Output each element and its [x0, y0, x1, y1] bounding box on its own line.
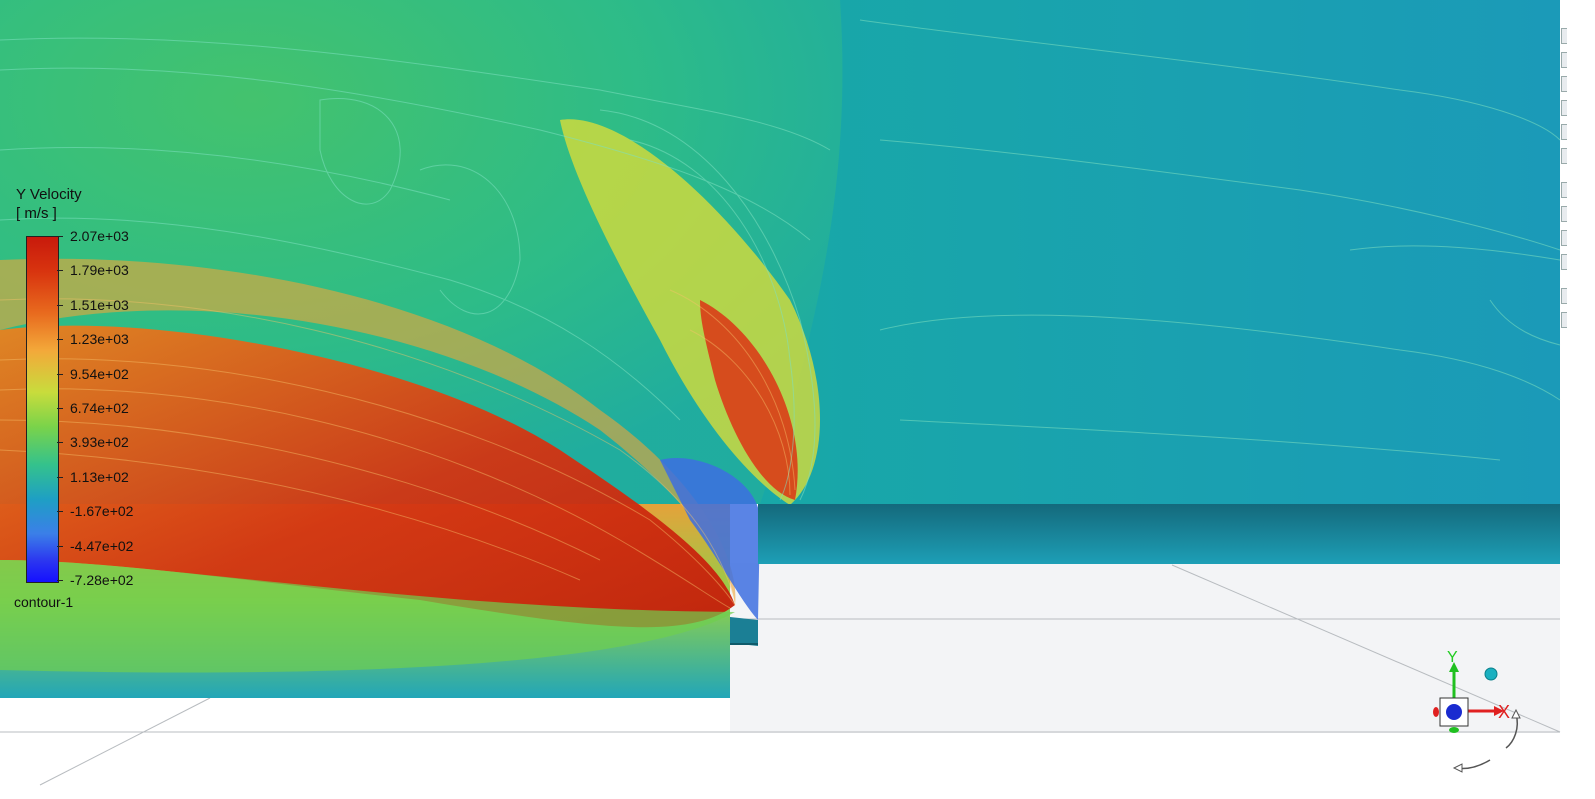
legend-tick-label: 1.79e+03 [70, 262, 129, 279]
legend-tick-mark [57, 339, 63, 341]
toolbar-button-4[interactable] [1561, 100, 1567, 116]
toolbar-button-2[interactable] [1561, 52, 1567, 68]
main-jet-shear-layer [0, 258, 736, 605]
legend-tick-mark [57, 304, 63, 306]
toolbar-button-7[interactable] [1561, 182, 1567, 198]
x-axis-label: X [1498, 702, 1510, 722]
toolbar-button-1[interactable] [1561, 28, 1567, 44]
toolbar-button-10[interactable] [1561, 254, 1567, 270]
legend-tick-mark [57, 270, 63, 272]
legend-tick-label: -4.47e+02 [70, 537, 134, 554]
orientation-triad[interactable]: Y X [1430, 648, 1540, 778]
legend-tick-mark [57, 476, 63, 478]
toolbar-button-3[interactable] [1561, 76, 1567, 92]
jet-contour-lines [0, 289, 796, 609]
legend-tick-mark [57, 373, 63, 375]
recirculation-zone [660, 458, 760, 620]
toolbar-button-9[interactable] [1561, 230, 1567, 246]
legend-tick-mark [57, 545, 63, 547]
triad-red-knob [1433, 707, 1439, 717]
legend-tick-label: 2.07e+03 [70, 228, 129, 244]
y-axis-label: Y [1447, 649, 1458, 666]
legend-units: [ m/s ] [16, 205, 57, 222]
toolbar-button-8[interactable] [1561, 206, 1567, 222]
floor-diagonal-2 [39, 697, 211, 786]
rotate-arrowhead [1452, 763, 1463, 773]
toolbar-button-6[interactable] [1561, 148, 1567, 164]
legend-tick-label: 1.51e+03 [70, 296, 129, 313]
floor-plane [730, 563, 1560, 733]
main-jet-lower-shear [0, 560, 735, 673]
floor-diagonal [1171, 564, 1561, 733]
secondary-jet-core [700, 300, 798, 500]
x-axis-arrow [1494, 706, 1504, 716]
legend-contour-name: contour-1 [14, 594, 74, 610]
z-axis-dot [1446, 704, 1462, 720]
main-jet-plume [0, 325, 735, 628]
toolbar-button-12[interactable] [1561, 312, 1567, 328]
y-axis-arrow [1449, 662, 1459, 672]
triad-graphic[interactable]: Y X [1430, 648, 1540, 778]
contour-lines [0, 19, 1561, 501]
nozzle-lip [730, 617, 758, 646]
colormap-bar [26, 236, 59, 583]
toolbar-button-11[interactable] [1561, 288, 1567, 304]
step-body [758, 504, 1560, 564]
legend-tick-label: 6.74e+02 [70, 400, 129, 416]
legend-tick-label: 1.13e+02 [70, 468, 129, 485]
side-toolbar [1561, 28, 1567, 348]
legend-title: Y Velocity [ m/s ] [16, 185, 82, 223]
legend-tick-mark [57, 442, 63, 444]
triad-green-knob [1449, 727, 1459, 733]
legend-tick-label: -7.28e+02 [70, 572, 134, 588]
rotate-arrowhead-2 [1511, 708, 1521, 719]
legend-tick-label: 3.93e+02 [70, 434, 129, 451]
legend-tick-mark [57, 511, 63, 513]
legend-tick-label: 9.54e+02 [70, 365, 129, 382]
nozzle-edge [730, 643, 758, 645]
toolbar-button-5[interactable] [1561, 124, 1567, 140]
legend-tick-mark [57, 236, 63, 237]
legend-variable: Y Velocity [16, 186, 82, 203]
legend-tick-mark [57, 408, 63, 409]
legend-tick-label: -1.67e+02 [70, 503, 134, 520]
isometric-view-icon[interactable] [1484, 667, 1498, 681]
legend-tick-mark [57, 580, 63, 581]
legend-tick-label: 1.23e+03 [70, 331, 129, 348]
